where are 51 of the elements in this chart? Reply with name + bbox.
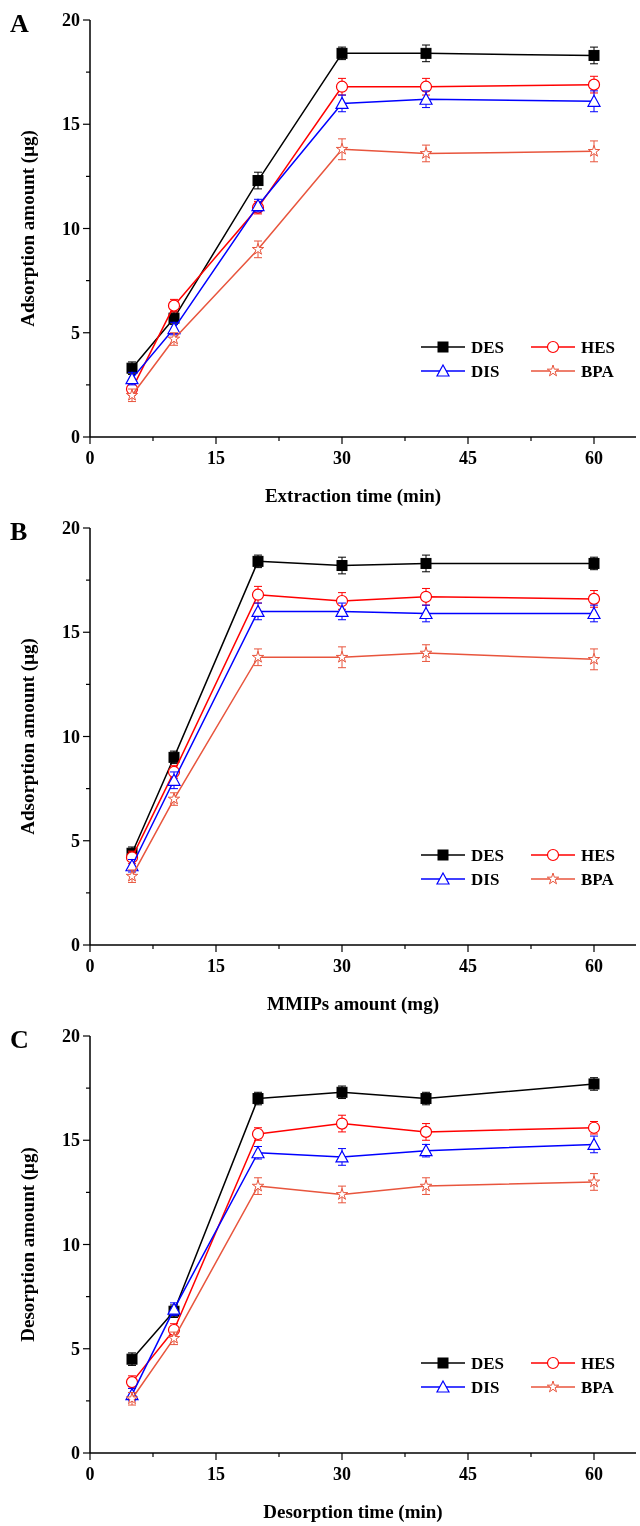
x-tick-label: 45 — [459, 448, 477, 468]
legend-label: BPA — [581, 870, 615, 889]
x-axis-title: Desorption time (min) — [263, 1501, 443, 1523]
x-tick-label: 60 — [585, 956, 603, 976]
chart-title: A — [10, 9, 29, 38]
y-tick-label: 20 — [62, 518, 80, 538]
y-axis-title: Adsorption amount (μg) — [17, 638, 39, 835]
y-tick-label: 5 — [71, 322, 80, 343]
y-tick-label: 0 — [71, 1443, 80, 1463]
y-tick-label: 20 — [62, 10, 80, 30]
x-tick-label: 15 — [207, 956, 225, 976]
x-tick-label: 60 — [585, 1464, 603, 1484]
chart-title: C — [10, 1025, 29, 1054]
y-tick-label: 10 — [62, 218, 80, 239]
legend-label: DIS — [471, 870, 500, 889]
y-tick-label: 10 — [62, 1234, 80, 1255]
legend-label: HES — [581, 1354, 616, 1373]
x-tick-label: 30 — [333, 956, 351, 976]
x-tick-label: 15 — [207, 1464, 225, 1484]
y-axis-title: Desorption amount (μg) — [17, 1147, 39, 1342]
legend-label: BPA — [581, 1378, 615, 1397]
legend-label: BPA — [581, 362, 615, 381]
y-tick-label: 20 — [62, 1026, 80, 1046]
x-tick-label: 0 — [85, 1464, 95, 1484]
x-tick-label: 60 — [585, 448, 603, 468]
chart-title: B — [10, 517, 28, 546]
y-tick-label: 0 — [71, 935, 80, 955]
legend-label: DES — [471, 846, 505, 865]
y-tick-label: 5 — [71, 1338, 80, 1359]
y-tick-label: 0 — [71, 427, 80, 447]
x-tick-label: 45 — [459, 956, 477, 976]
x-tick-label: 30 — [333, 448, 351, 468]
x-tick-label: 0 — [85, 448, 95, 468]
x-tick-label: 30 — [333, 1464, 351, 1484]
legend-label: DES — [471, 1354, 505, 1373]
legend-label: DIS — [471, 1378, 500, 1397]
legend-label: HES — [581, 846, 616, 865]
y-axis-title: Adsorption amount (μg) — [17, 130, 39, 327]
x-tick-label: 0 — [85, 956, 95, 976]
legend-label: HES — [581, 338, 616, 357]
y-tick-label: 15 — [62, 622, 80, 643]
legend-label: DES — [471, 338, 505, 357]
x-axis-title: MMIPs amount (mg) — [266, 993, 440, 1015]
y-tick-label: 10 — [62, 726, 80, 747]
x-axis-title: Extraction time (min) — [264, 485, 442, 507]
y-tick-label: 5 — [71, 830, 80, 851]
x-tick-label: 45 — [459, 1464, 477, 1484]
y-tick-label: 15 — [62, 114, 80, 135]
legend-label: DIS — [471, 362, 500, 381]
y-tick-label: 15 — [62, 1130, 80, 1151]
x-tick-label: 15 — [207, 448, 225, 468]
